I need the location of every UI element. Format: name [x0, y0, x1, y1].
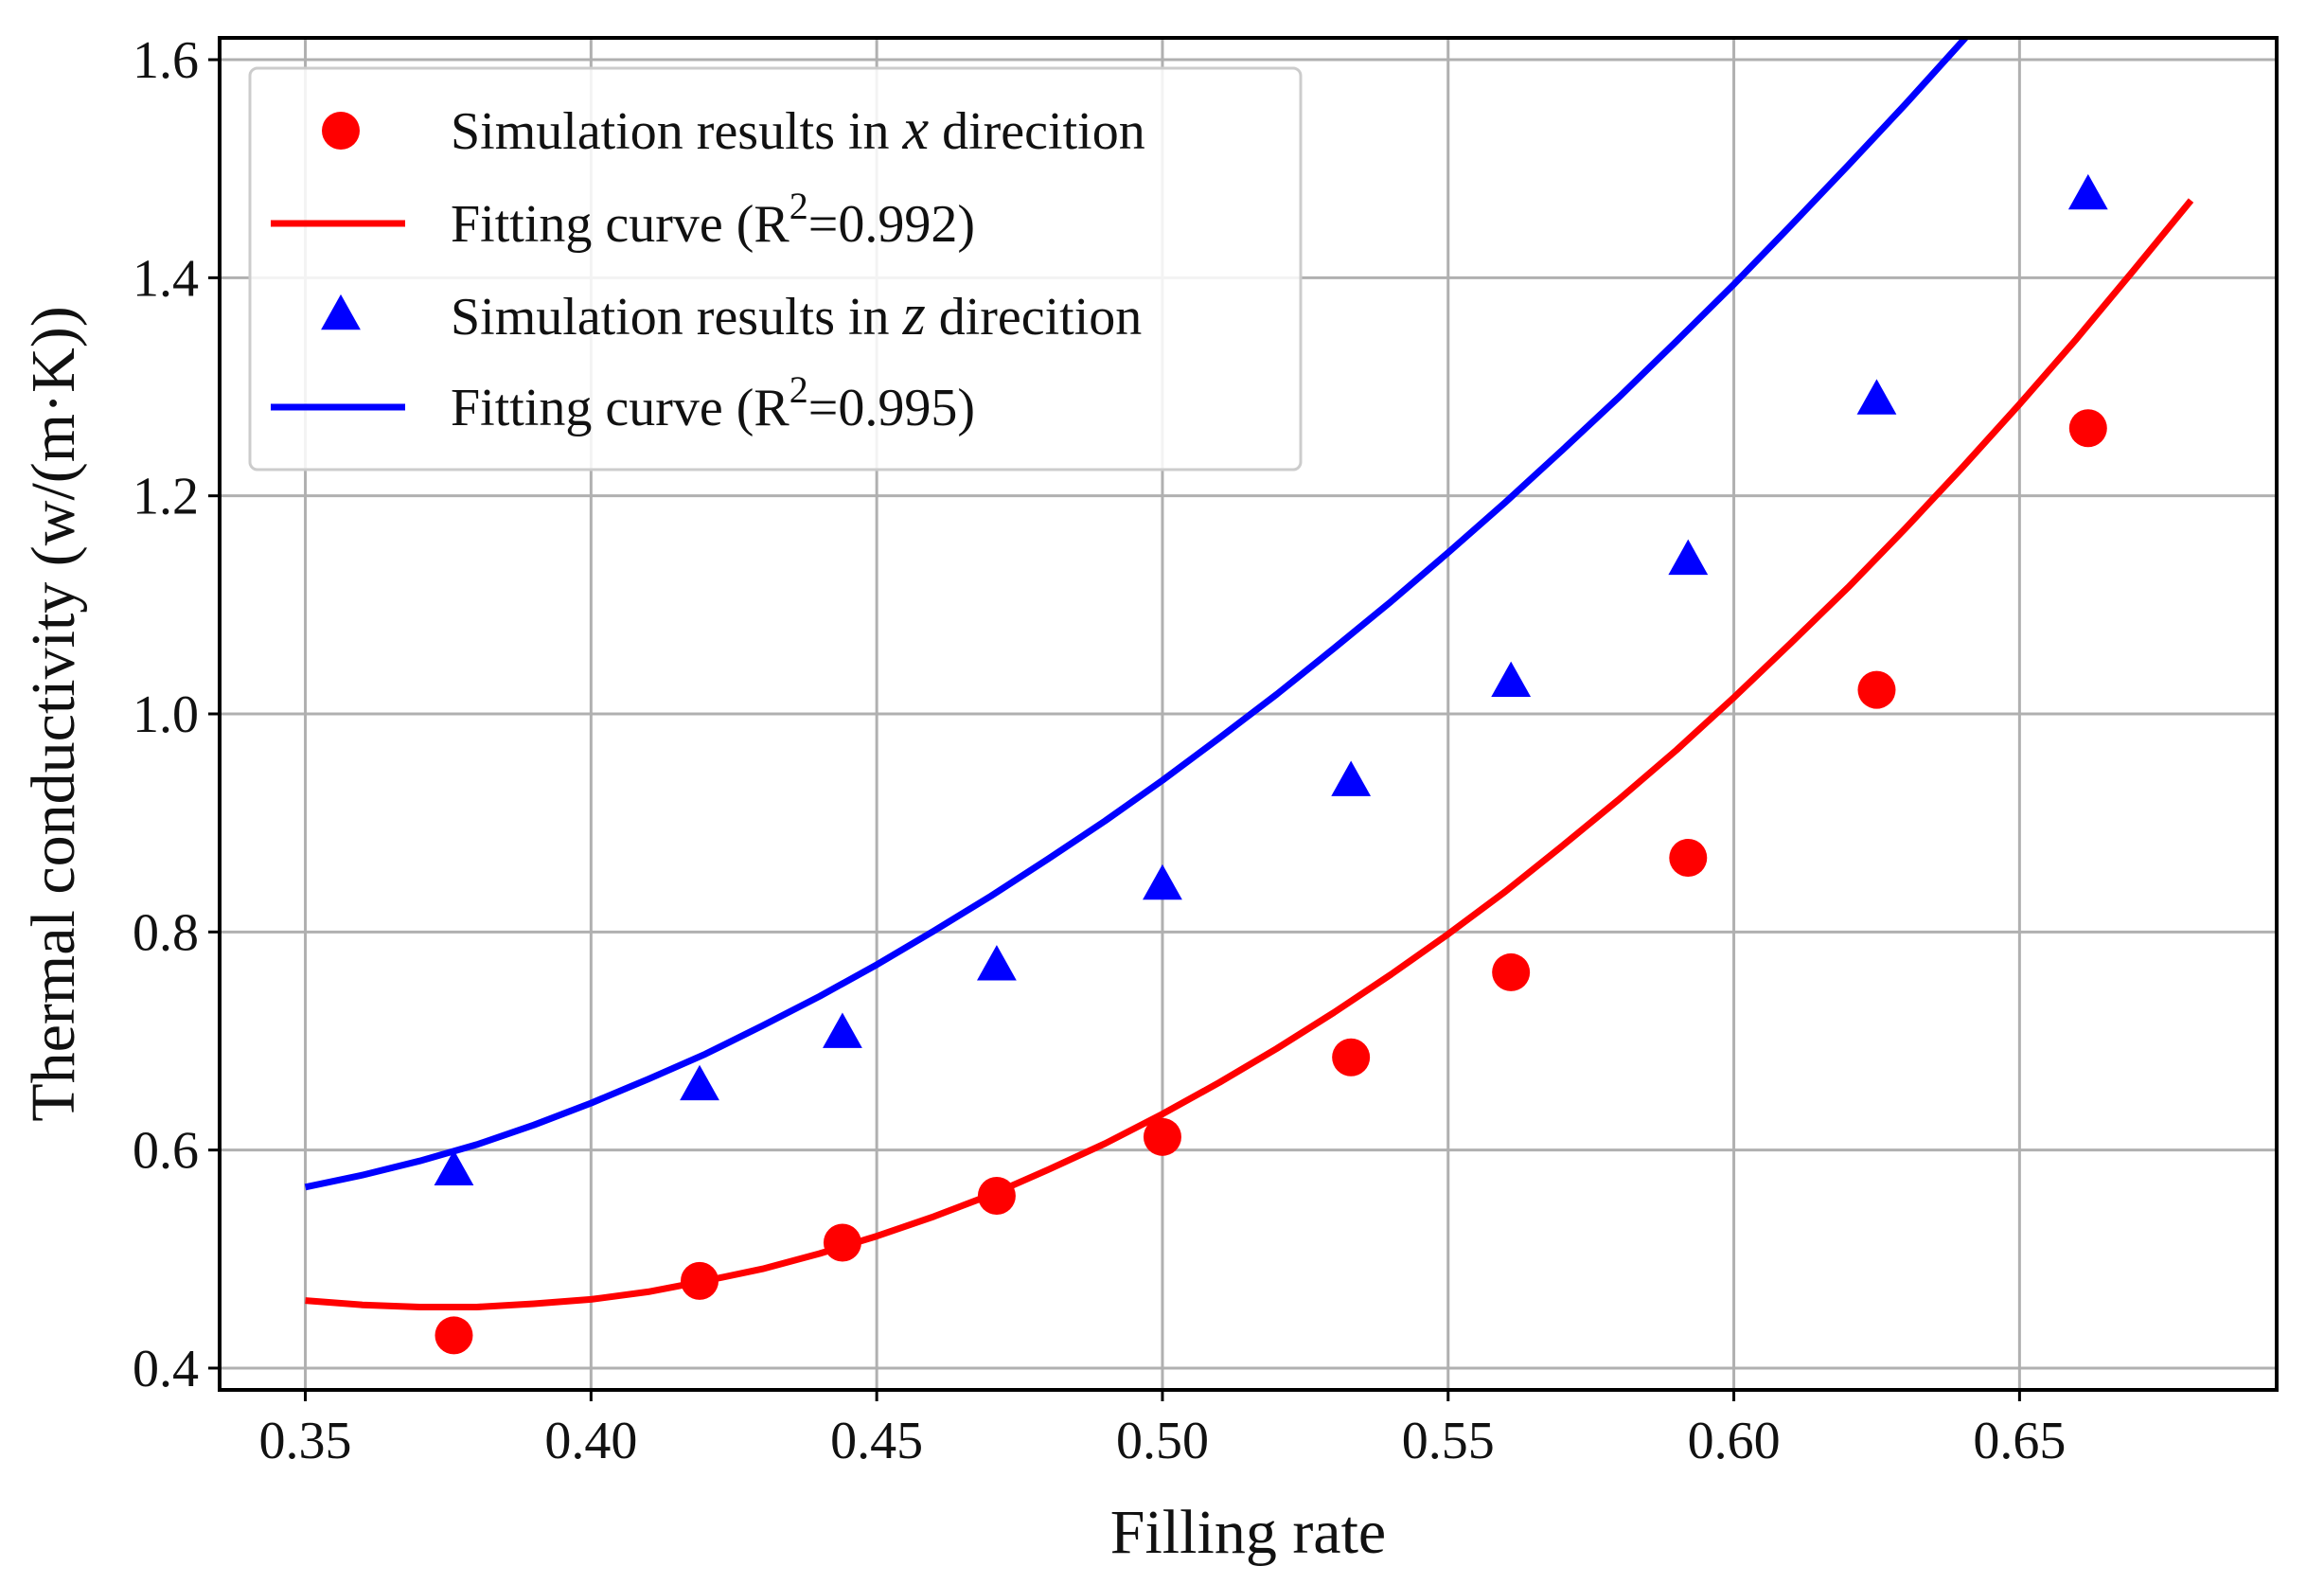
series-layer — [304, 38, 2194, 1355]
legend-marker-circle — [322, 112, 360, 150]
data-point-z — [1668, 539, 1709, 576]
x-tick-label: 0.35 — [259, 1412, 352, 1470]
data-point-z — [2067, 173, 2108, 210]
data-point-x — [1332, 1038, 1371, 1077]
x-tick-label: 0.40 — [544, 1412, 637, 1470]
legend-item: Fitting curve (R2=0.992) — [271, 185, 975, 254]
data-point-z — [1331, 760, 1372, 796]
x-tick-label: 0.50 — [1116, 1412, 1209, 1470]
data-point-z — [1143, 863, 1182, 900]
data-point-z — [434, 1149, 474, 1185]
legend-item: Simulation results in z direcition — [321, 283, 1142, 347]
data-point-z — [1491, 661, 1532, 698]
x-tick-label: 0.65 — [1973, 1412, 2066, 1470]
data-point-x — [1857, 670, 1896, 709]
legend-item: Simulation results in x direcition — [322, 98, 1145, 162]
legend: Simulation results in x direcition Fittin… — [248, 66, 1303, 472]
data-point-x — [1669, 839, 1708, 878]
x-tick-label: 0.55 — [1402, 1412, 1495, 1470]
tick-layer: 0.35 0.40 0.45 0.50 0.55 0.60 0.65 0.4 0.6 0.8 1.0… — [133, 31, 2066, 1470]
data-point-z — [977, 945, 1017, 981]
x-tick-label: 0.45 — [830, 1412, 923, 1470]
data-point-z — [680, 1064, 719, 1101]
data-point-z — [823, 1012, 862, 1048]
legend-item: Fitting curve (R2=0.995) — [271, 368, 975, 437]
legend-label: Fitting curve (R2=0.995) — [451, 368, 975, 437]
y-tick-label: 1.6 — [133, 31, 199, 90]
y-tick-label: 0.4 — [133, 1340, 199, 1398]
legend-marker-triangle — [321, 294, 361, 330]
data-point-x — [1492, 952, 1531, 991]
fit-curve-x — [305, 198, 2194, 1310]
legend-label: Fitting curve (R2=0.992) — [451, 185, 975, 254]
data-point-x — [1143, 1117, 1181, 1156]
data-point-x — [823, 1223, 861, 1262]
data-point-x — [2068, 409, 2107, 448]
data-point-z — [1856, 379, 1897, 415]
y-tick-label: 1.2 — [133, 468, 199, 526]
y-tick-label: 0.6 — [133, 1122, 199, 1181]
x-axis-title: Filling rate — [1110, 1498, 1386, 1567]
y-axis-title: Thermal conductivity (w/(m·K)) — [19, 306, 88, 1121]
y-tick-label: 1.4 — [133, 249, 199, 308]
x-tick-label: 0.60 — [1688, 1412, 1781, 1470]
y-tick-label: 0.8 — [133, 903, 199, 962]
legend-label: Simulation results in x direcition — [451, 98, 1145, 162]
y-tick-label: 1.0 — [133, 685, 199, 744]
data-point-x — [681, 1261, 719, 1300]
data-point-x — [435, 1316, 473, 1355]
legend-label: Simulation results in z direcition — [451, 283, 1142, 347]
fit-curve-z — [304, 38, 1970, 1191]
data-point-x — [977, 1177, 1016, 1216]
legend-box — [248, 66, 1303, 472]
